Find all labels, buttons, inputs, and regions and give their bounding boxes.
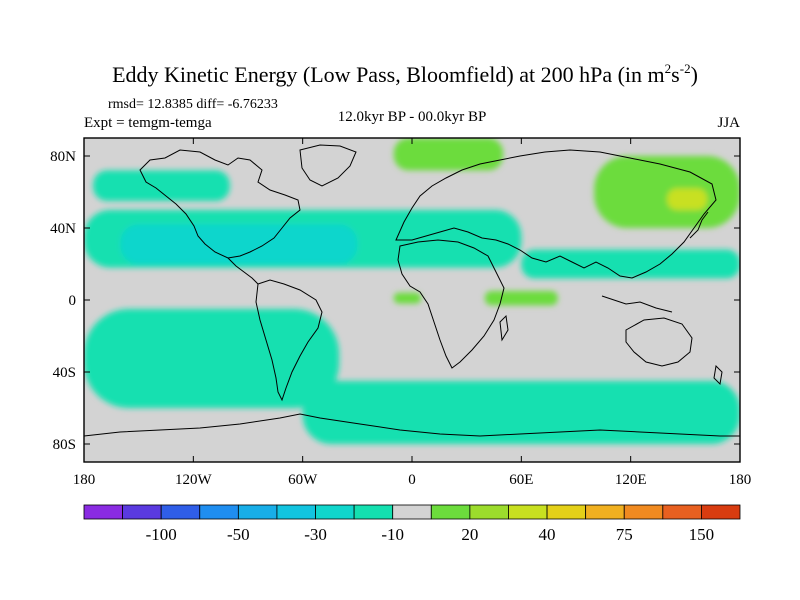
coastline-australia	[625, 317, 693, 367]
anomaly-arctic-positive	[393, 138, 504, 171]
period-label: 12.0kyr BP - 00.0kyr BP	[338, 109, 487, 125]
coastline-central-america	[227, 257, 259, 285]
colorbar-swatch	[276, 504, 316, 520]
y-axis: 80N 40N 0 40S 80S	[50, 149, 740, 453]
x-tick-label: 60W	[288, 472, 318, 488]
anomaly-south-pacific-negative	[84, 309, 340, 408]
y-tick-label: 0	[69, 293, 77, 309]
x-tick-label: 180	[73, 472, 96, 488]
colorbar-swatch	[546, 504, 587, 520]
colorbar-label: 20	[461, 525, 478, 544]
anomaly-southern-ocean-negative	[302, 381, 740, 444]
colorbar-swatch	[160, 504, 201, 520]
colorbar-swatch	[83, 504, 123, 520]
coastline-new-zealand	[713, 364, 723, 386]
colorbar-swatch	[315, 504, 355, 520]
y-tick-label: 40N	[50, 221, 76, 237]
expt-label: Expt = temgm-temga	[84, 115, 212, 131]
season-label: JJA	[717, 115, 740, 131]
coastline-south-america	[255, 279, 323, 402]
anomaly-equatorial-indian-positive	[484, 291, 558, 306]
colorbar-swatch	[430, 504, 471, 520]
colorbar-swatch	[237, 504, 278, 520]
title-superscript-2: -2	[680, 61, 691, 76]
y-tick-label: 80S	[53, 437, 76, 453]
chart-title: Eddy Kinetic Energy (Low Pass, Bloomfiel…	[112, 61, 698, 87]
anomaly-north-pacific-negative	[93, 170, 230, 201]
colorbar-label: 75	[616, 525, 633, 544]
coastline-eurasia	[395, 149, 717, 279]
stats-label: rmsd= 12.8385 diff= -6.76233	[108, 97, 278, 112]
coastline-indonesia	[601, 295, 673, 313]
anomaly-central-atlantic-core	[120, 224, 358, 264]
y-tick-label: 80N	[50, 149, 76, 165]
colorbar-swatch	[508, 504, 548, 520]
coastline-antarctica	[84, 413, 740, 437]
anomaly-asia-negative-band	[521, 249, 740, 279]
map-field	[84, 138, 740, 462]
y-tick-label: 40S	[53, 365, 76, 381]
colorbar-swatch	[623, 504, 664, 520]
colorbar-swatch	[353, 504, 394, 520]
colorbar-label: -10	[381, 525, 404, 544]
colorbar-label: -30	[304, 525, 327, 544]
colorbar-label: -50	[227, 525, 250, 544]
coastline-madagascar	[499, 314, 509, 342]
colorbar-swatch	[585, 504, 625, 520]
colorbar-label: 40	[539, 525, 556, 544]
anomaly-equatorial-atlantic-positive	[393, 292, 422, 304]
x-tick-label: 60E	[509, 472, 533, 488]
colorbar-swatch	[662, 504, 702, 520]
colorbar-swatch	[392, 504, 432, 520]
coastline-north-america	[139, 149, 301, 259]
colorbar-labels: -100 -50 -30 -10 20 40 75 150	[146, 525, 715, 544]
anomaly-siberia-positive	[594, 156, 740, 228]
colorbar-label: -100	[146, 525, 177, 544]
coastline-africa	[397, 239, 505, 369]
colorbar-swatch	[199, 504, 239, 520]
coastline-japan	[689, 211, 709, 239]
x-tick-label: 120W	[175, 472, 213, 488]
coastline-greenland	[299, 144, 357, 187]
colorbar	[83, 504, 741, 520]
x-tick-label: 120E	[615, 472, 647, 488]
colorbar-swatch	[122, 504, 162, 520]
coastlines	[84, 144, 740, 437]
anomaly-kamchatka-max	[667, 188, 708, 210]
x-tick-label: 0	[408, 472, 416, 488]
x-tick-label: 180	[729, 472, 752, 488]
title-superscript-1: 2	[665, 61, 672, 76]
x-axis: 180 120W 60W 0 60E 120E 180	[73, 138, 752, 488]
colorbar-label: 150	[689, 525, 715, 544]
colorbar-swatch	[701, 504, 741, 520]
colorbar-swatch	[469, 504, 509, 520]
